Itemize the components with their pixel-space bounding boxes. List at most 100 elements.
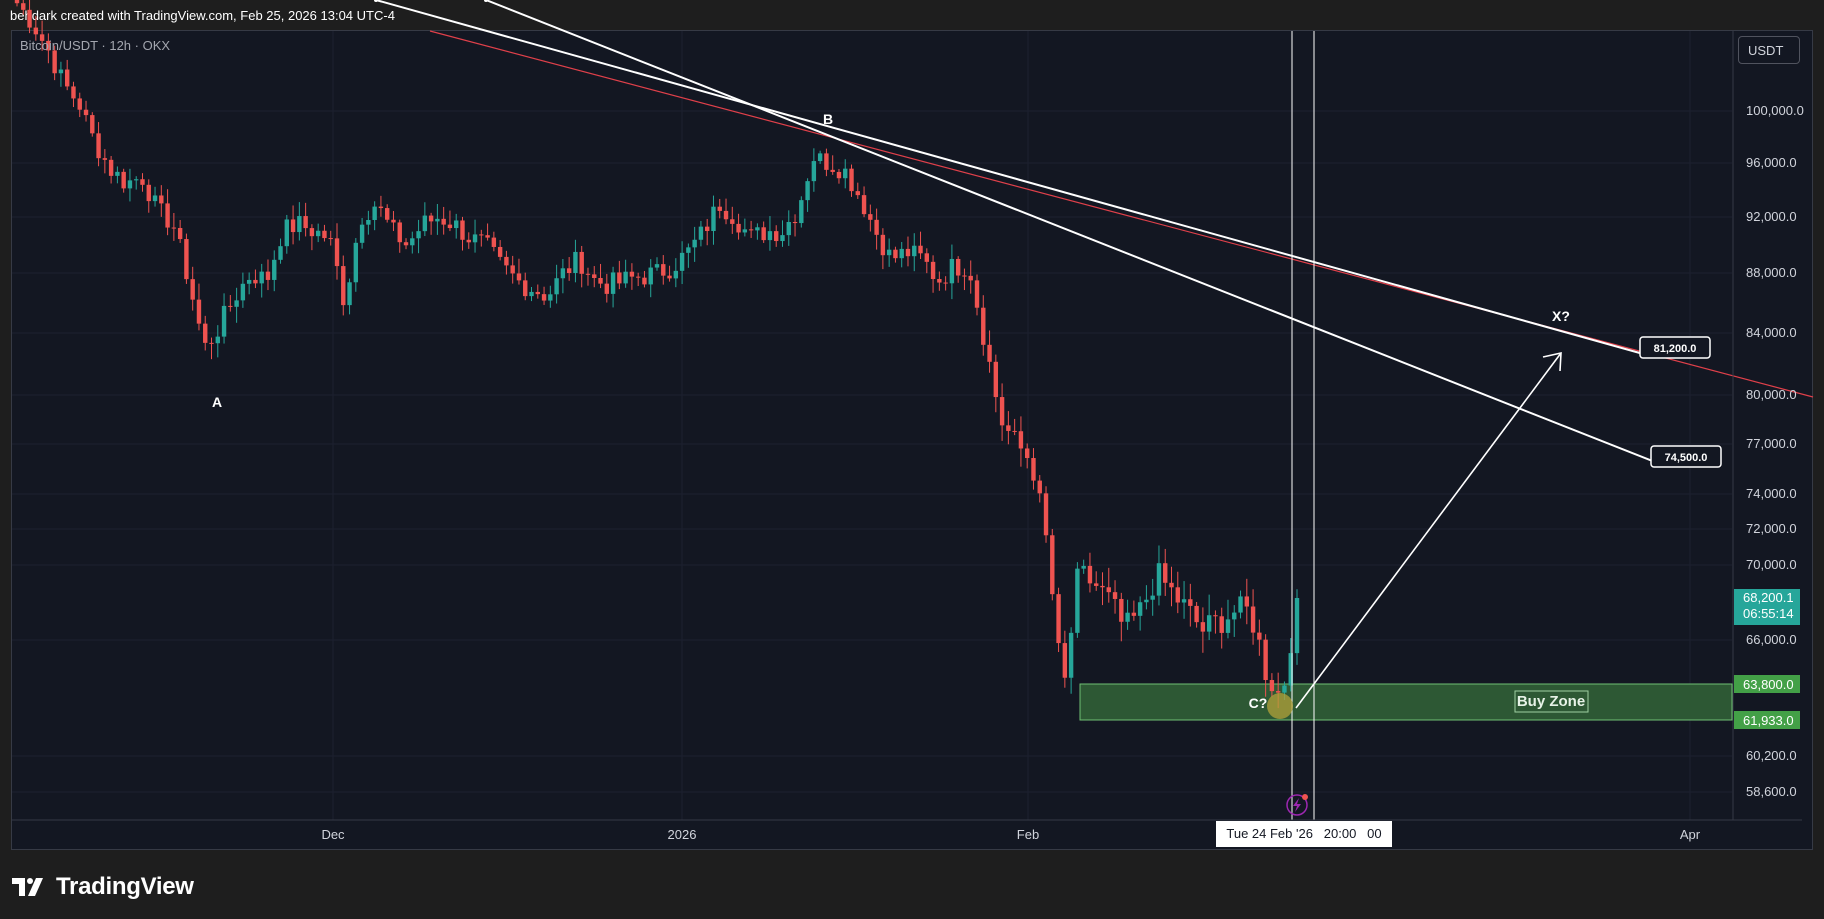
candle [573, 239, 578, 283]
candle [240, 272, 246, 308]
candle [1213, 610, 1218, 634]
candle [1238, 590, 1243, 619]
candle [1106, 567, 1111, 603]
candle [861, 186, 867, 218]
candle [1075, 562, 1080, 638]
buy-zone-label: Buy Zone [1514, 690, 1589, 713]
candle-body [1219, 616, 1224, 633]
candle-body [1257, 632, 1262, 640]
candle [692, 226, 697, 262]
lightning-icon-dot [1302, 794, 1308, 800]
candle [1037, 475, 1042, 503]
candle [893, 246, 898, 263]
candle-body [686, 247, 691, 253]
candle [1163, 548, 1168, 596]
candle [937, 271, 942, 291]
candle-body [912, 245, 917, 257]
time-tick-label: Feb [1017, 827, 1039, 842]
candle-body [755, 227, 760, 231]
candle [259, 263, 264, 298]
candle-body [359, 224, 365, 243]
candle-body [648, 267, 653, 285]
candle [880, 228, 886, 270]
candle [566, 257, 572, 281]
wave-label: C? [1249, 695, 1268, 711]
candle [1288, 638, 1293, 692]
candle [322, 224, 327, 242]
candle [523, 272, 528, 301]
candle [1244, 578, 1250, 625]
lightning-icon-ring [1286, 794, 1308, 816]
candle-body [654, 264, 660, 268]
price-tick-label: 70,000.0 [1746, 557, 1797, 572]
candle [134, 176, 139, 190]
candle-body [1232, 612, 1237, 620]
candle [127, 168, 133, 202]
candle [1194, 602, 1199, 628]
candle [1043, 486, 1049, 543]
candle-body [1238, 596, 1243, 613]
candle [981, 295, 986, 356]
candle [435, 203, 440, 235]
candle-body [447, 224, 453, 229]
candle-body [629, 271, 635, 277]
last-price-tag: 68,200.106:55:14 [1734, 588, 1800, 625]
candle-body [184, 239, 189, 280]
candle-body [510, 265, 515, 274]
candle-body [33, 27, 39, 35]
candle-body [1263, 639, 1268, 681]
candle-body [579, 251, 584, 274]
candle [366, 210, 371, 235]
candle-body [1144, 599, 1149, 603]
candle-body [366, 219, 371, 225]
candle-body [265, 271, 271, 280]
candle-body [83, 109, 89, 116]
candle [1169, 566, 1174, 607]
candle-body [1188, 599, 1193, 606]
candles [14, 0, 1300, 709]
candle-body [692, 239, 697, 248]
candle-body [334, 238, 340, 267]
candle-body [523, 280, 528, 297]
candle [723, 198, 729, 225]
price-tick-label: 72,000.0 [1746, 521, 1797, 536]
candle-body [742, 229, 748, 233]
candle-body [1137, 602, 1143, 616]
candle [52, 45, 57, 81]
candle-body [943, 282, 948, 284]
candle-body [955, 258, 961, 276]
candle [955, 256, 961, 283]
currency-button[interactable]: USDT [1738, 36, 1800, 64]
candle-body [27, 9, 32, 28]
tradingview-logo-icon [12, 878, 43, 896]
candle-body [824, 153, 829, 170]
candle [83, 100, 89, 122]
candle-body [761, 227, 766, 241]
candle [403, 238, 409, 250]
candle-body [278, 246, 283, 260]
candle-body [1037, 480, 1042, 494]
candle [21, 0, 26, 15]
candle [799, 196, 804, 228]
candle [755, 223, 760, 240]
candle [905, 236, 911, 267]
candle [416, 219, 421, 254]
candle [1137, 596, 1143, 631]
candle-body [1169, 582, 1174, 588]
candle-body [974, 280, 980, 308]
symbol-legend[interactable]: Bitcoin/USDT · 12h · OKX [20, 38, 171, 53]
attribution-text: behdark created with TradingView.com, Fe… [10, 8, 395, 23]
candle [999, 383, 1005, 441]
candle [529, 286, 534, 302]
candle [64, 59, 70, 91]
tradingview-footer[interactable]: TradingView [12, 872, 194, 902]
candle [824, 148, 829, 177]
callout-dot [374, 0, 378, 2]
last-price-value: 68,200.1 [1743, 590, 1794, 605]
candle-body [71, 86, 76, 99]
price-tick-label: 100,000.0 [1746, 103, 1804, 118]
candle [748, 220, 754, 238]
candle [717, 198, 722, 219]
candle-body [234, 300, 239, 307]
